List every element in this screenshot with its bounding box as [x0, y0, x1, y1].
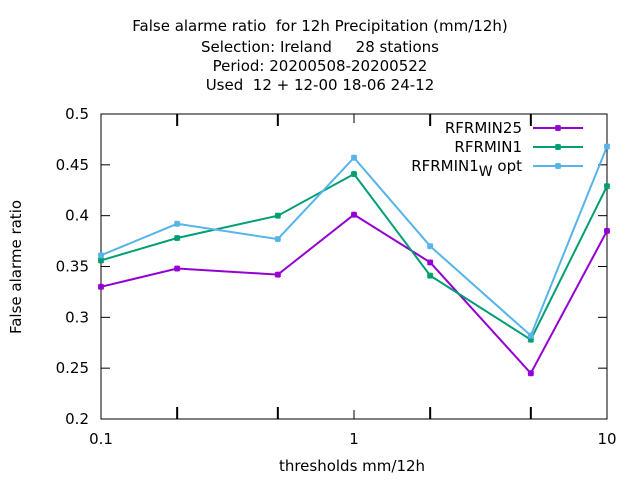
legend-marker	[554, 162, 562, 170]
series-1	[97, 170, 611, 343]
chart-title-line-1: False alarme ratio for 12h Precipitation…	[132, 17, 508, 35]
legend-label: RFRMIN1	[454, 138, 522, 156]
data-point	[603, 182, 611, 190]
x-tick-label: 1	[349, 430, 359, 448]
data-point	[274, 235, 282, 243]
data-point	[603, 227, 611, 235]
data-point	[173, 265, 181, 272]
chart-title-line-2: Selection: Ireland 28 stations	[201, 38, 439, 56]
y-tick-label: 0.2	[65, 410, 89, 428]
legend-label: RFRMIN25	[445, 119, 522, 137]
chart-title-line-3: Period: 20200508-20200522	[212, 57, 428, 75]
x-tick-label: 0.1	[89, 430, 113, 448]
y-tick-label: 0.25	[56, 359, 89, 377]
data-point	[97, 252, 105, 259]
data-point	[350, 211, 358, 218]
legend-marker	[554, 143, 562, 151]
data-series	[97, 143, 611, 377]
data-point	[173, 220, 181, 228]
y-tick-label: 0.3	[65, 308, 89, 326]
data-point	[426, 259, 434, 266]
data-point	[426, 242, 434, 250]
y-tick-label: 0.5	[65, 105, 89, 123]
data-point	[350, 154, 358, 161]
y-tick-label: 0.4	[65, 207, 89, 225]
chart-title-line-4: Used 12 + 12-00 18-06 24-12	[205, 76, 435, 94]
y-axis-label: False alarme ratio	[7, 200, 25, 334]
x-axis-label: thresholds mm/12h	[279, 457, 425, 475]
data-point	[603, 143, 611, 150]
data-point	[97, 283, 105, 291]
data-point	[527, 370, 535, 377]
data-point	[173, 234, 181, 242]
data-point	[97, 257, 105, 264]
data-point	[527, 332, 535, 339]
data-point	[426, 272, 434, 279]
series-0	[97, 211, 611, 377]
data-point	[274, 212, 282, 219]
data-point	[274, 271, 282, 278]
axis-tick-labels: 0.2 0.25 0.3 0.35 0.4 0.45 0.5 0.1 1 10	[56, 105, 617, 448]
data-point	[350, 170, 358, 178]
legend-label: RFRMIN1W opt	[411, 157, 522, 180]
series-line	[100, 172, 608, 342]
series-2	[97, 143, 611, 339]
y-tick-label: 0.45	[56, 156, 89, 174]
legend-marker	[554, 124, 562, 132]
y-tick-label: 0.35	[56, 258, 89, 276]
x-tick-label: 10	[597, 430, 616, 448]
